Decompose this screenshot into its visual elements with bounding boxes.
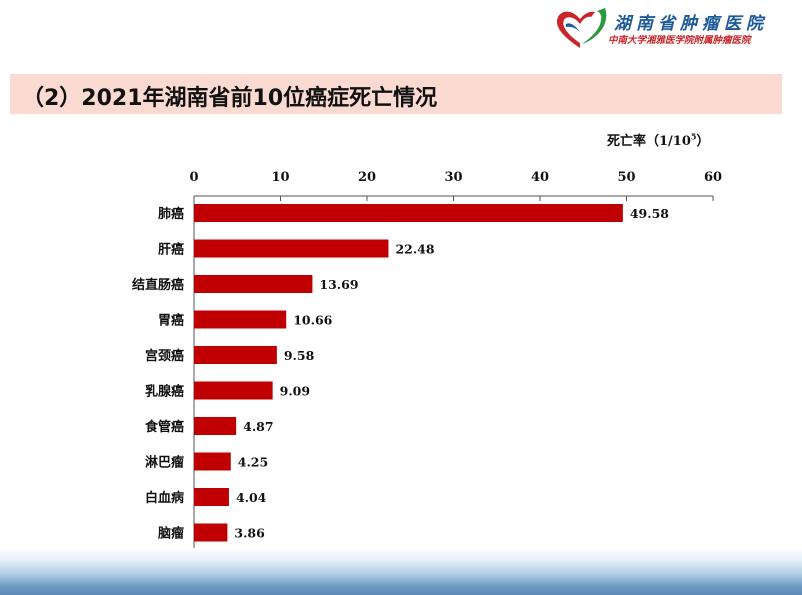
bar <box>194 275 313 293</box>
category-label: 胃癌 <box>158 313 184 329</box>
bar <box>194 310 287 329</box>
axis-unit-label: 死亡率（1/105） <box>607 130 709 149</box>
axis-unit-close: ） <box>696 134 710 149</box>
axis-unit-superscript: 5 <box>690 131 697 142</box>
value-label: 4.04 <box>236 490 267 505</box>
category-label: 肝癌 <box>158 242 184 258</box>
bar <box>194 346 277 364</box>
axis-unit-text: 死亡率（1/10 <box>607 134 691 149</box>
value-label: 4.87 <box>243 419 273 434</box>
value-label: 22.48 <box>395 242 434 257</box>
footer-sea-background <box>0 548 802 595</box>
category-label: 白血病 <box>145 490 184 506</box>
x-tick-label: 60 <box>704 170 722 185</box>
value-label: 13.69 <box>319 277 358 292</box>
bar <box>194 204 623 222</box>
bar <box>194 523 228 542</box>
value-label: 9.58 <box>284 348 315 363</box>
hospital-logo-icon <box>556 8 607 48</box>
x-tick-label: 20 <box>358 170 376 185</box>
bar <box>194 417 237 435</box>
value-label: 3.86 <box>234 526 265 541</box>
value-label: 9.09 <box>280 384 310 399</box>
category-label: 乳腺癌 <box>145 384 184 400</box>
bar <box>194 239 389 258</box>
bar <box>194 452 231 471</box>
hospital-name: 湖南省肿瘤医院 <box>614 14 768 34</box>
value-label: 49.58 <box>630 206 669 221</box>
category-label: 肺癌 <box>158 206 184 222</box>
x-tick-label: 0 <box>189 170 198 185</box>
category-label: 淋巴瘤 <box>145 455 184 471</box>
category-label: 宫颈癌 <box>145 348 184 364</box>
slide-title: （2）2021年湖南省前10位癌症死亡情况 <box>22 86 438 111</box>
title-band <box>10 74 782 114</box>
x-tick-label: 40 <box>531 170 549 185</box>
hospital-subtitle: 中南大学湘雅医学院附属肿瘤医院 <box>608 35 751 46</box>
value-label: 10.66 <box>293 313 332 328</box>
x-tick-label: 50 <box>617 170 635 185</box>
category-label: 脑瘤 <box>158 526 184 542</box>
bar <box>194 488 229 506</box>
category-label: 结直肠癌 <box>132 277 184 293</box>
bar <box>194 381 273 400</box>
value-label: 4.25 <box>238 455 268 470</box>
category-label: 食管癌 <box>145 419 184 435</box>
x-tick-label: 10 <box>271 170 289 185</box>
x-tick-label: 30 <box>444 170 462 185</box>
